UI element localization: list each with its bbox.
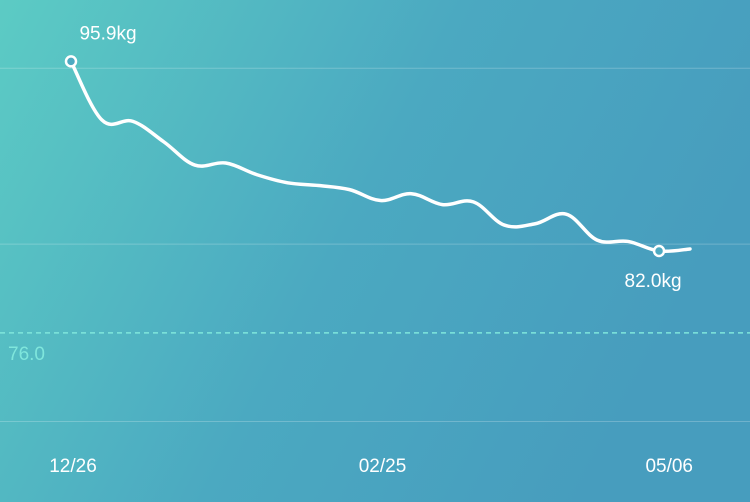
value-label: 95.9kg <box>79 23 136 44</box>
value-label: 82.0kg <box>625 271 682 292</box>
weight-line <box>69 59 692 254</box>
x-tick-label: 02/25 <box>359 456 407 477</box>
point-marker <box>652 244 666 258</box>
point-marker <box>64 55 78 68</box>
x-tick-label: 12/26 <box>49 456 97 477</box>
target-label: 76.0 <box>8 344 45 365</box>
x-tick-label: 05/06 <box>645 456 693 477</box>
